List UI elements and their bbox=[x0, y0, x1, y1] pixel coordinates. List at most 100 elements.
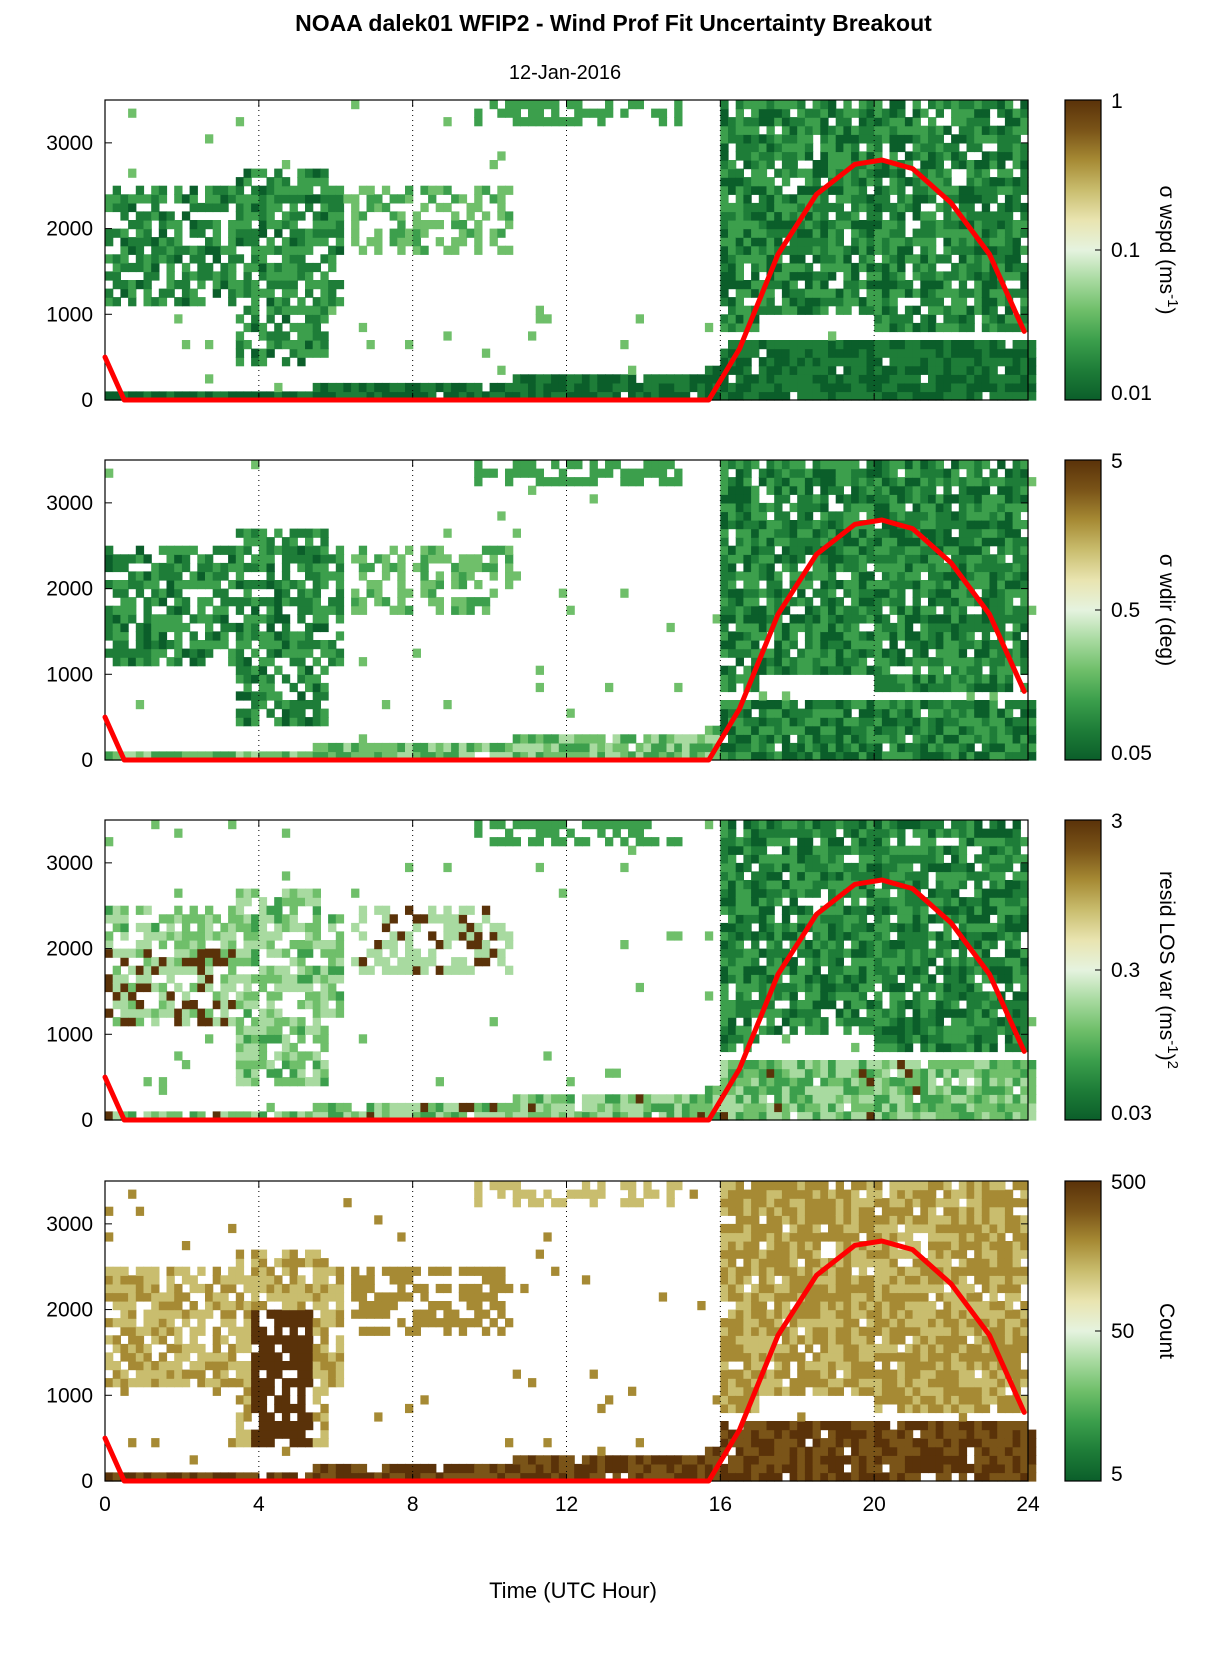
heatmap-cell bbox=[828, 640, 837, 650]
heatmap-cell bbox=[997, 545, 1006, 555]
heatmap-cell bbox=[405, 545, 414, 555]
heatmap-cell bbox=[789, 220, 798, 230]
heatmap-cell bbox=[904, 125, 914, 135]
heatmap-cell bbox=[243, 708, 252, 718]
heatmap-cell bbox=[866, 340, 875, 350]
heatmap-cell bbox=[766, 820, 775, 830]
heatmap-cell bbox=[958, 117, 968, 127]
heatmap-cell bbox=[1020, 168, 1029, 178]
heatmap-cell bbox=[489, 1111, 498, 1121]
heatmap-cell bbox=[851, 468, 860, 478]
heatmap-cell bbox=[235, 631, 245, 641]
heatmap-cell bbox=[435, 940, 444, 950]
heatmap-cell bbox=[774, 365, 783, 375]
heatmap-cell bbox=[320, 1060, 329, 1070]
heatmap-cell bbox=[328, 1102, 337, 1113]
heatmap-cell bbox=[797, 888, 806, 898]
heatmap-cell bbox=[789, 1008, 798, 1018]
heatmap-cell bbox=[289, 554, 298, 564]
heatmap-cell bbox=[751, 957, 760, 967]
heatmap-cell bbox=[281, 708, 291, 718]
heatmap-cell bbox=[435, 597, 444, 607]
heatmap-cell bbox=[974, 648, 983, 658]
heatmap-cell bbox=[743, 837, 752, 847]
heatmap-cell bbox=[951, 468, 960, 478]
heatmap-cell bbox=[997, 108, 1006, 118]
heatmap-cell bbox=[889, 562, 898, 573]
heatmap-cell bbox=[289, 1025, 298, 1035]
heatmap-cell bbox=[812, 254, 821, 264]
heatmap-cell bbox=[143, 580, 152, 590]
heatmap-cell bbox=[951, 185, 960, 195]
heatmap-cell bbox=[505, 837, 514, 847]
heatmap-cell bbox=[789, 931, 798, 941]
heatmap-cell bbox=[474, 562, 483, 573]
heatmap-cell bbox=[312, 682, 321, 693]
heatmap-cell bbox=[774, 631, 783, 641]
heatmap-cell bbox=[358, 245, 368, 255]
heatmap-cell bbox=[466, 1102, 475, 1113]
heatmap-cell bbox=[897, 751, 906, 761]
heatmap-cell bbox=[681, 1094, 691, 1104]
heatmap-cell bbox=[912, 237, 921, 247]
heatmap-cell bbox=[989, 125, 998, 135]
heatmap-cell bbox=[758, 622, 768, 633]
heatmap-cell bbox=[366, 194, 375, 204]
heatmap-cell bbox=[728, 280, 737, 290]
heatmap-cell bbox=[543, 100, 552, 110]
heatmap-cell bbox=[481, 468, 491, 478]
heatmap-cell bbox=[274, 177, 283, 187]
heatmap-cell bbox=[181, 211, 191, 221]
heatmap-cell bbox=[135, 194, 145, 204]
heatmap-cell bbox=[974, 622, 983, 633]
heatmap-cell bbox=[851, 357, 860, 367]
heatmap-cell bbox=[151, 982, 160, 993]
heatmap-cell bbox=[1020, 597, 1029, 607]
heatmap-cell bbox=[789, 871, 798, 881]
heatmap-cell bbox=[974, 340, 983, 350]
heatmap-cell bbox=[804, 1060, 814, 1070]
heatmap-cell bbox=[628, 468, 637, 478]
heatmap-cell bbox=[989, 237, 998, 247]
heatmap-cell bbox=[881, 125, 891, 135]
heatmap-cell bbox=[981, 220, 991, 230]
heatmap-cell bbox=[928, 477, 937, 487]
heatmap-cell bbox=[120, 194, 129, 204]
heatmap-cell bbox=[728, 1111, 737, 1121]
heatmap-cell bbox=[866, 477, 875, 487]
heatmap-cell bbox=[281, 648, 291, 658]
heatmap-cell bbox=[758, 725, 768, 735]
heatmap-cell bbox=[797, 828, 806, 838]
heatmap-cell bbox=[274, 905, 283, 915]
heatmap-cell bbox=[928, 742, 937, 753]
heatmap-cell bbox=[305, 1000, 314, 1010]
heatmap-cell bbox=[558, 820, 568, 830]
heatmap-cell bbox=[528, 108, 537, 118]
heatmap-cell bbox=[781, 665, 791, 675]
heatmap-cell bbox=[974, 357, 983, 367]
heatmap-cell bbox=[728, 931, 737, 941]
heatmap-cell bbox=[720, 151, 729, 161]
heatmap-cell bbox=[335, 931, 345, 941]
heatmap-cell bbox=[474, 948, 483, 958]
heatmap-cell bbox=[797, 100, 806, 110]
heatmap-cell bbox=[812, 571, 821, 581]
heatmap-cell bbox=[158, 648, 168, 658]
heatmap-cell bbox=[904, 305, 914, 315]
heatmap-cell bbox=[920, 168, 929, 178]
heatmap-cell bbox=[997, 125, 1006, 135]
heatmap-cell bbox=[181, 622, 191, 633]
heatmap-cell bbox=[981, 597, 991, 607]
heatmap-cell bbox=[766, 194, 775, 204]
heatmap-cell bbox=[458, 571, 468, 581]
heatmap-cell bbox=[874, 640, 883, 650]
colorbar-label: σ wdir (deg) bbox=[1155, 554, 1178, 666]
heatmap-cell bbox=[743, 1102, 752, 1113]
heatmap-cell bbox=[912, 357, 921, 367]
heatmap-cell bbox=[1012, 108, 1021, 118]
heatmap-cell bbox=[928, 580, 937, 590]
heatmap-cell bbox=[804, 657, 814, 667]
heatmap-cell bbox=[835, 134, 844, 144]
heatmap-cell bbox=[274, 648, 283, 658]
heatmap-cell bbox=[758, 237, 768, 247]
